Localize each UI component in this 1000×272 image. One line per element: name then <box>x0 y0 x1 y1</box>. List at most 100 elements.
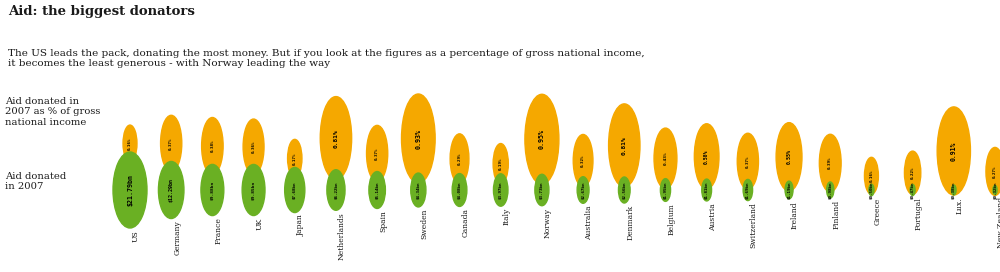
Ellipse shape <box>123 125 137 162</box>
Text: Belgium: Belgium <box>667 203 675 235</box>
Text: 0.32%: 0.32% <box>581 154 585 167</box>
Text: Switzerland: Switzerland <box>750 203 758 248</box>
Ellipse shape <box>660 179 671 201</box>
Text: Ireland: Ireland <box>791 201 799 228</box>
Ellipse shape <box>327 170 345 210</box>
Ellipse shape <box>113 152 147 228</box>
Text: 0.19%: 0.19% <box>499 157 503 170</box>
Ellipse shape <box>785 181 793 199</box>
Text: $4.08bn: $4.08bn <box>458 181 462 199</box>
Ellipse shape <box>986 147 1000 195</box>
Text: $1.81bn: $1.81bn <box>705 181 709 199</box>
Text: Austria: Austria <box>709 203 717 231</box>
Text: $7.68bn: $7.68bn <box>293 181 297 199</box>
Ellipse shape <box>243 119 264 174</box>
Text: The US leads the pack, donating the most money. But if you look at the figures a: The US leads the pack, donating the most… <box>8 49 645 68</box>
Ellipse shape <box>910 184 915 196</box>
Ellipse shape <box>952 185 956 195</box>
Text: Japan: Japan <box>297 215 305 236</box>
Text: Greece: Greece <box>873 198 881 225</box>
Text: Aid donated
in 2007: Aid donated in 2007 <box>5 172 66 191</box>
Text: Germany: Germany <box>173 221 181 255</box>
Ellipse shape <box>869 184 874 196</box>
Text: 0.37%: 0.37% <box>746 155 750 168</box>
Text: $9.88bn: $9.88bn <box>210 180 214 200</box>
Text: 0.22%: 0.22% <box>911 166 915 179</box>
Text: Denmark: Denmark <box>626 205 634 240</box>
Text: $1.95bn: $1.95bn <box>663 181 667 199</box>
Ellipse shape <box>158 162 184 218</box>
Text: $0.38bn: $0.38bn <box>952 181 956 199</box>
Text: Sweden: Sweden <box>420 209 428 239</box>
Text: Portugal: Portugal <box>915 197 923 230</box>
Text: UK: UK <box>256 218 264 230</box>
Text: Canada: Canada <box>462 208 470 237</box>
Text: $3.97bn: $3.97bn <box>499 181 503 199</box>
Ellipse shape <box>654 128 677 189</box>
Ellipse shape <box>288 139 302 177</box>
Text: US: US <box>132 230 140 242</box>
Ellipse shape <box>285 168 305 212</box>
Text: 0.81%: 0.81% <box>333 129 338 147</box>
Ellipse shape <box>493 174 508 206</box>
Text: $1.19bn: $1.19bn <box>787 181 791 199</box>
Ellipse shape <box>904 151 921 194</box>
Text: 0.37%: 0.37% <box>169 137 173 150</box>
Text: $4.34bn: $4.34bn <box>416 181 420 199</box>
Text: 0.17%: 0.17% <box>293 152 297 165</box>
Ellipse shape <box>864 157 878 194</box>
Text: 0.36%: 0.36% <box>252 141 256 153</box>
Text: 0.43%: 0.43% <box>663 152 667 165</box>
Text: $1.69bn: $1.69bn <box>746 181 750 199</box>
Ellipse shape <box>525 94 559 184</box>
Ellipse shape <box>609 104 640 187</box>
Text: $0.98bn: $0.98bn <box>828 181 832 199</box>
Text: Netherlands: Netherlands <box>338 212 346 260</box>
Ellipse shape <box>694 124 719 189</box>
Text: Lux.: Lux. <box>956 197 964 214</box>
Text: Italy: Italy <box>503 208 511 225</box>
Text: 0.16%: 0.16% <box>128 137 132 150</box>
Text: Aid donated in
2007 as % of gross
national income: Aid donated in 2007 as % of gross nation… <box>5 97 100 127</box>
Text: $0.47bn: $0.47bn <box>911 181 915 199</box>
Ellipse shape <box>535 174 549 206</box>
Text: $3.73bn: $3.73bn <box>540 181 544 199</box>
Ellipse shape <box>937 107 970 195</box>
Text: $0.50bn: $0.50bn <box>869 181 873 199</box>
Text: Australia: Australia <box>585 205 593 240</box>
Text: 0.50%: 0.50% <box>704 149 709 163</box>
Text: 0.91%: 0.91% <box>951 141 957 161</box>
Ellipse shape <box>369 172 385 208</box>
Text: 0.55%: 0.55% <box>787 149 792 164</box>
Ellipse shape <box>993 186 997 194</box>
Text: 0.29%: 0.29% <box>458 152 462 165</box>
Text: $5.14bn: $5.14bn <box>375 181 379 199</box>
Ellipse shape <box>577 177 589 203</box>
Text: $0.32bn: $0.32bn <box>993 181 997 199</box>
Ellipse shape <box>402 94 435 183</box>
Ellipse shape <box>202 118 223 174</box>
Ellipse shape <box>411 173 426 207</box>
Text: 0.27%: 0.27% <box>993 165 997 178</box>
Text: Aid: the biggest donators: Aid: the biggest donators <box>8 5 195 18</box>
Text: 0.38%: 0.38% <box>210 140 214 152</box>
Ellipse shape <box>201 164 224 216</box>
Text: $2.56bn: $2.56bn <box>622 181 626 199</box>
Text: 0.93%: 0.93% <box>415 128 421 149</box>
Ellipse shape <box>452 174 467 206</box>
Ellipse shape <box>776 123 802 191</box>
Text: Norway: Norway <box>544 208 552 238</box>
Text: 0.39%: 0.39% <box>828 157 832 169</box>
Ellipse shape <box>819 134 841 192</box>
Text: 0.37%: 0.37% <box>375 147 379 160</box>
Ellipse shape <box>367 125 388 181</box>
Ellipse shape <box>242 165 265 215</box>
Text: New Zealand: New Zealand <box>997 197 1000 248</box>
Text: 0.95%: 0.95% <box>539 129 545 149</box>
Text: $12.29bn: $12.29bn <box>169 178 174 202</box>
Ellipse shape <box>827 182 834 198</box>
Ellipse shape <box>618 177 630 203</box>
Text: 0.81%: 0.81% <box>622 136 627 155</box>
Ellipse shape <box>493 144 508 184</box>
Ellipse shape <box>702 179 712 201</box>
